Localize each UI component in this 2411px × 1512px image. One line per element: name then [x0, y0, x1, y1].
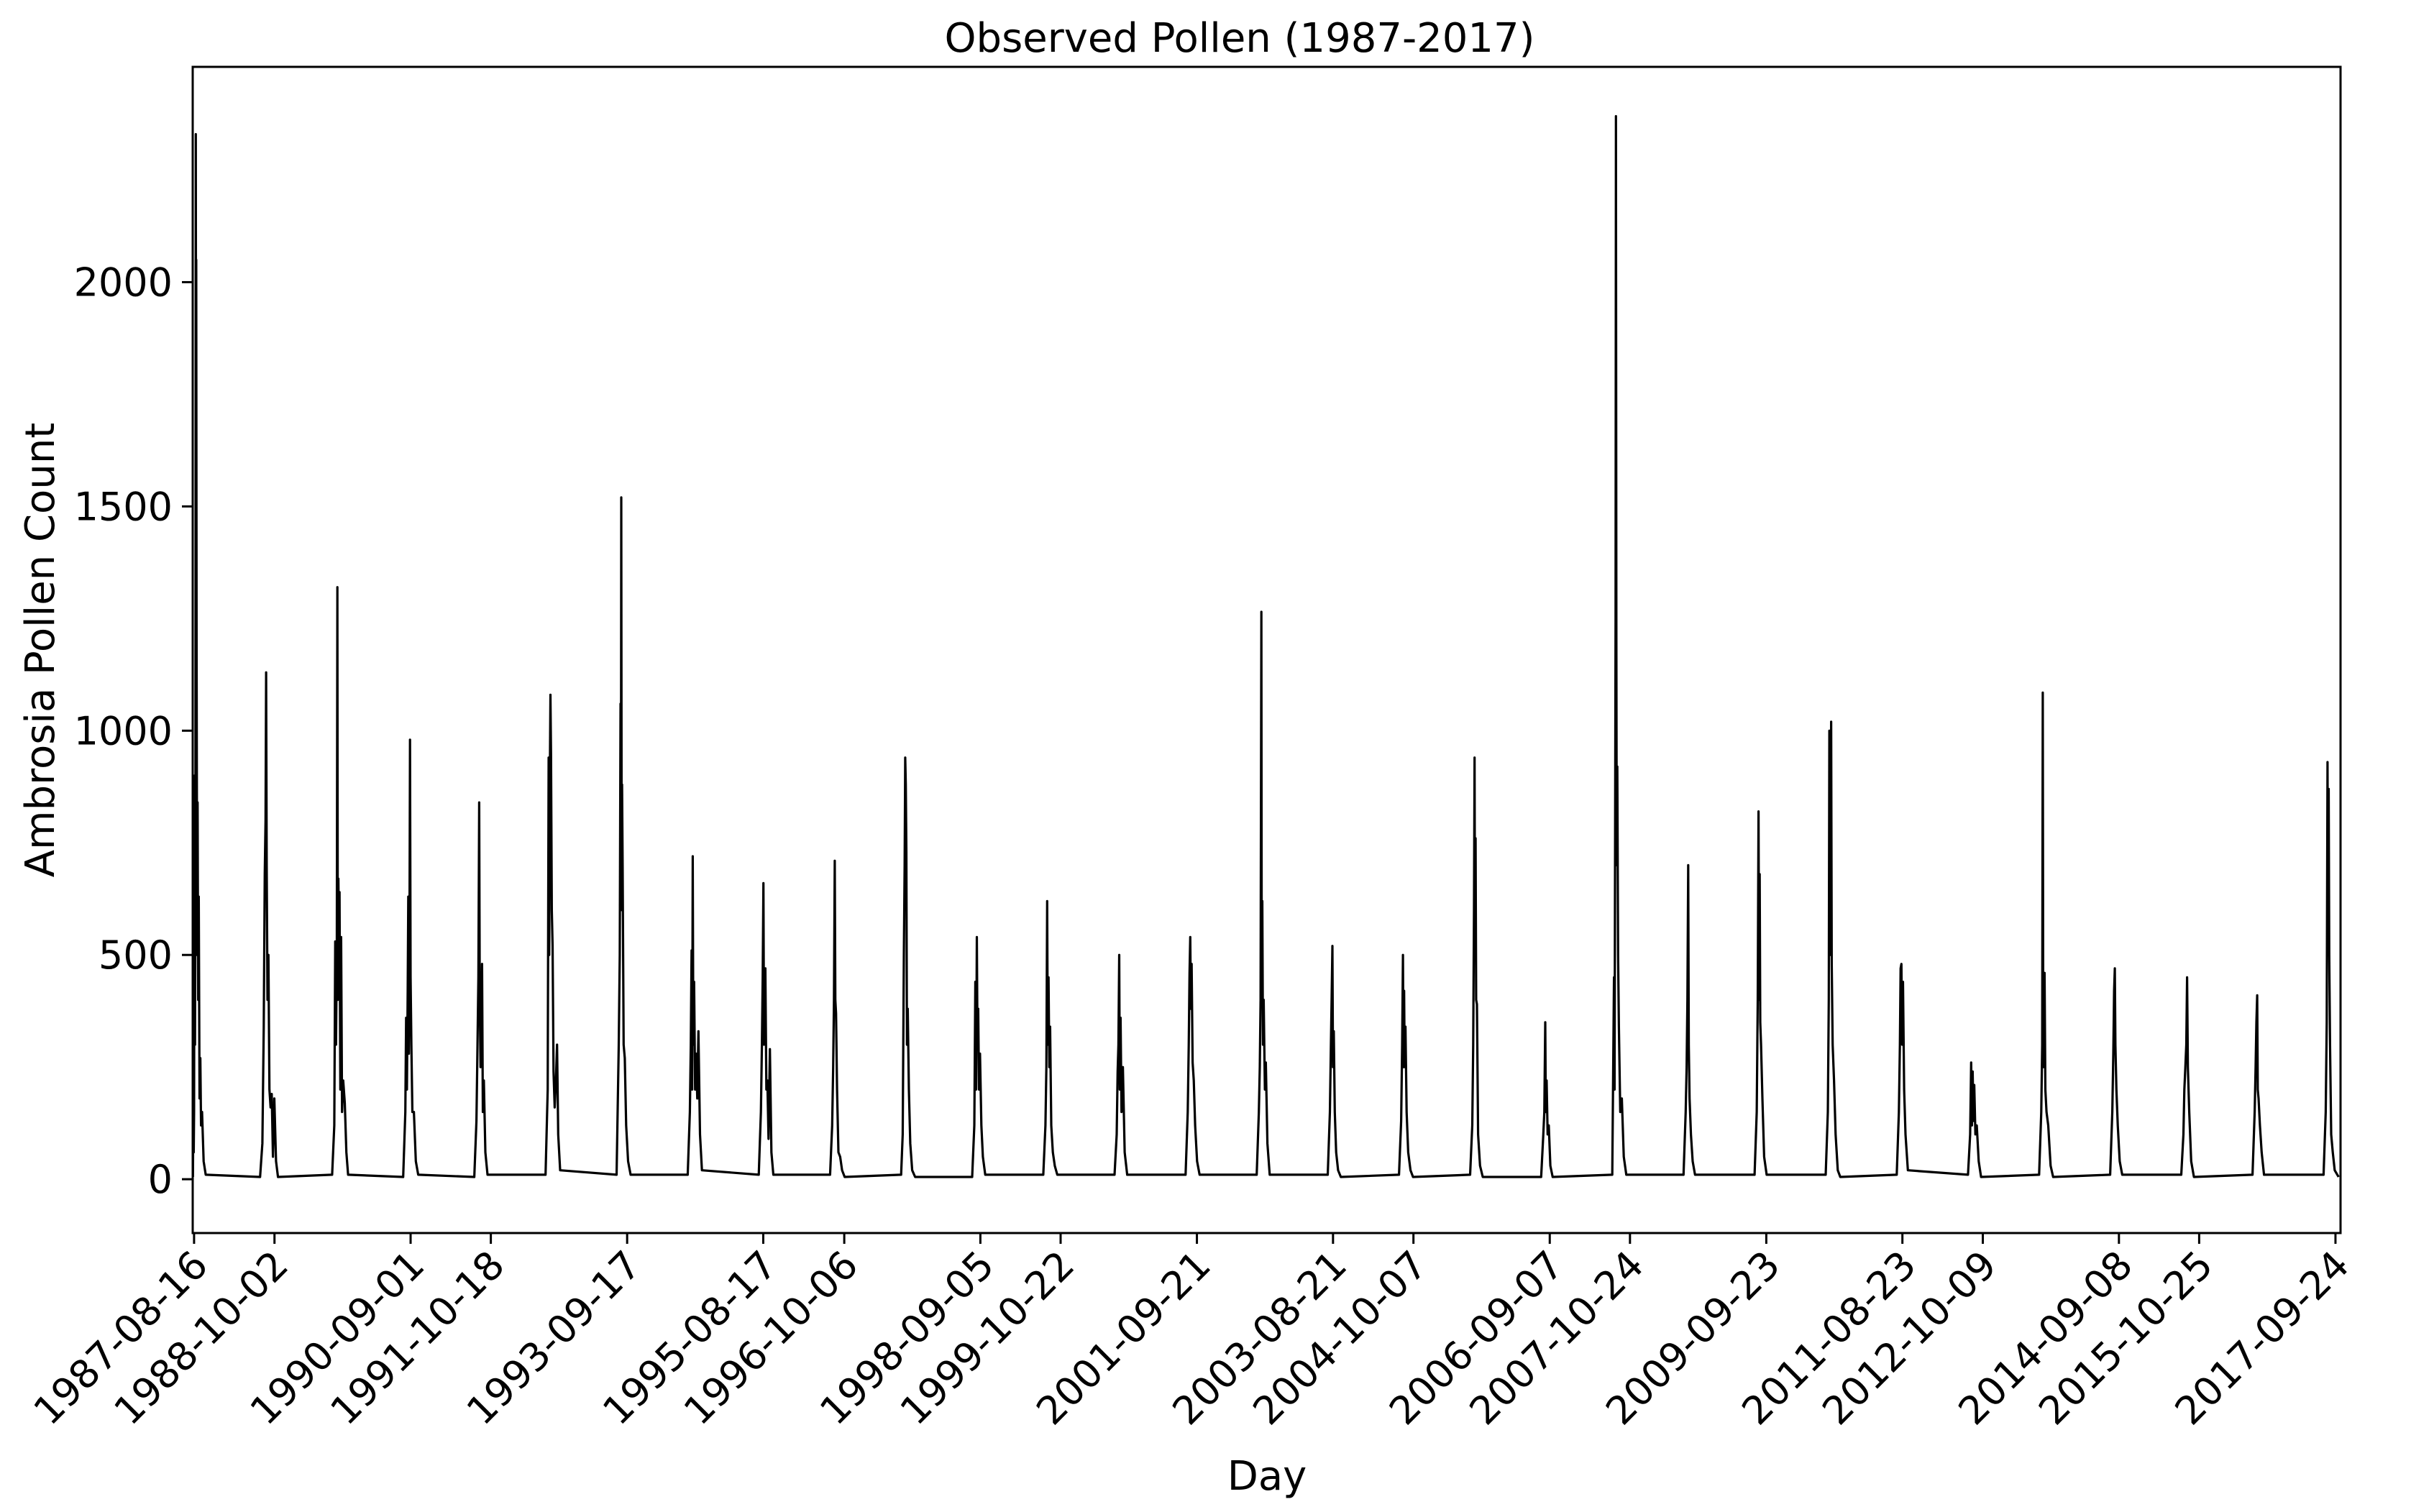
y-tick-label: 0: [148, 1157, 173, 1202]
y-tick-label: 1500: [74, 484, 173, 529]
y-tick-label: 1000: [74, 708, 173, 753]
pollen-series-line: [191, 115, 2340, 1178]
x-axis-label: Day: [1227, 1453, 1307, 1500]
y-tick-label: 2000: [74, 260, 173, 305]
plot-series: [191, 115, 2340, 1178]
plot-frame: [191, 65, 2342, 1234]
y-axis-ticks: 0 500 1000 1500 2000: [74, 260, 193, 1202]
y-axis-label: Ambrosia Pollen Count: [17, 423, 64, 878]
chart-title: Observed Pollen (1987-2017): [944, 15, 1534, 62]
y-tick-label: 500: [99, 933, 173, 978]
